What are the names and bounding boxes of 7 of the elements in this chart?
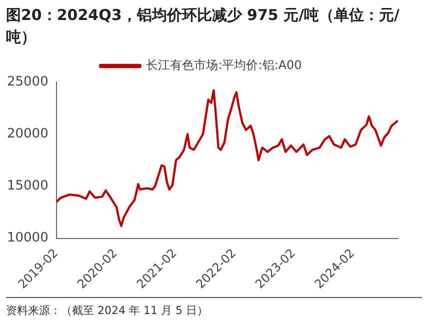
- legend-label: 长江有色市场:平均价:铝:A00: [146, 58, 302, 72]
- y-tick-label: 15000: [6, 178, 48, 194]
- chart-title: 图20：2024Q3，铝均价环比减少 975 元/吨（单位：元/吨）: [6, 5, 401, 48]
- text: 资料来源：（截至 2024 年 11 月 5 日）: [6, 297, 422, 318]
- y-tick-label: 25000: [6, 74, 48, 90]
- y-tick-label: 10000: [6, 230, 48, 246]
- y-tick-label: 20000: [6, 126, 48, 142]
